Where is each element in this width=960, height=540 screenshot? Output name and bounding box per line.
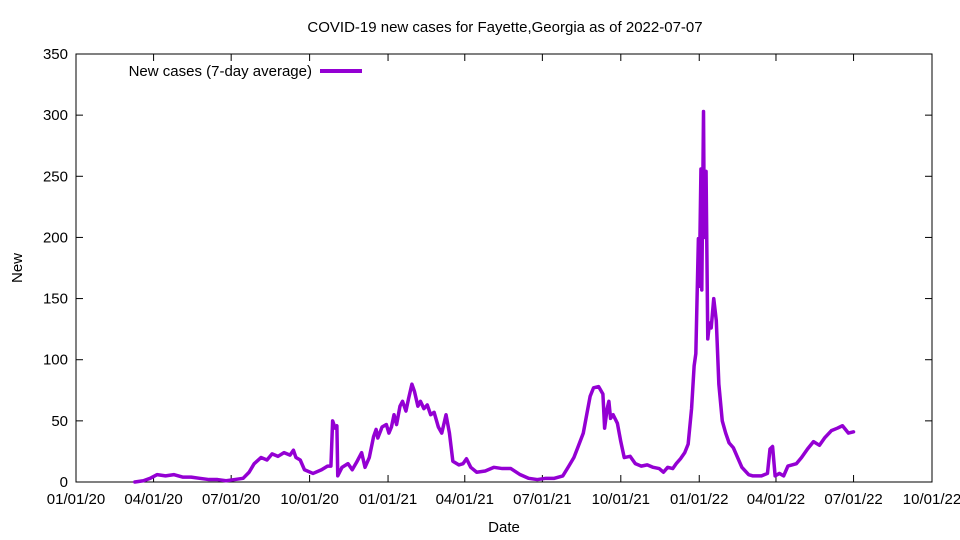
- legend-label: New cases (7-day average): [129, 63, 312, 80]
- legend: New cases (7-day average): [129, 63, 362, 80]
- y-tick-label: 100: [43, 352, 68, 369]
- y-tick-label: 300: [43, 107, 68, 124]
- y-tick-label: 200: [43, 229, 68, 246]
- y-tick-label: 350: [43, 46, 68, 63]
- x-axis-label: Date: [488, 519, 520, 536]
- x-tick-label: 01/01/21: [359, 491, 417, 508]
- y-tick-label: 150: [43, 291, 68, 308]
- chart-title: COVID-19 new cases for Fayette,Georgia a…: [307, 19, 702, 36]
- y-tick-label: 50: [51, 413, 68, 430]
- x-tick-label: 10/01/22: [903, 491, 960, 508]
- y-axis-label: New: [9, 253, 26, 283]
- plot-area: [75, 53, 933, 483]
- x-tick-label: 07/01/21: [513, 491, 571, 508]
- x-tick-label: 07/01/20: [202, 491, 260, 508]
- series-line: [133, 109, 856, 484]
- x-axis: 01/01/20 04/01/20 07/01/20 10/01/20 01/01/21…: [47, 54, 960, 508]
- x-tick-label: 07/01/22: [824, 491, 882, 508]
- x-tick-label: 01/01/20: [47, 491, 105, 508]
- x-tick-label: 04/01/20: [124, 491, 182, 508]
- x-tick-label: 01/01/22: [670, 491, 728, 508]
- series-layer: [133, 109, 856, 484]
- x-tick-label: 04/01/22: [747, 491, 805, 508]
- x-tick-label: 10/01/20: [280, 491, 338, 508]
- y-tick-label: 0: [60, 474, 68, 491]
- y-axis: 0 50 100 150 200 250 300 350: [43, 46, 932, 491]
- y-tick-label: 250: [43, 168, 68, 185]
- x-tick-label: 10/01/21: [592, 491, 650, 508]
- x-tick-label: 04/01/21: [436, 491, 494, 508]
